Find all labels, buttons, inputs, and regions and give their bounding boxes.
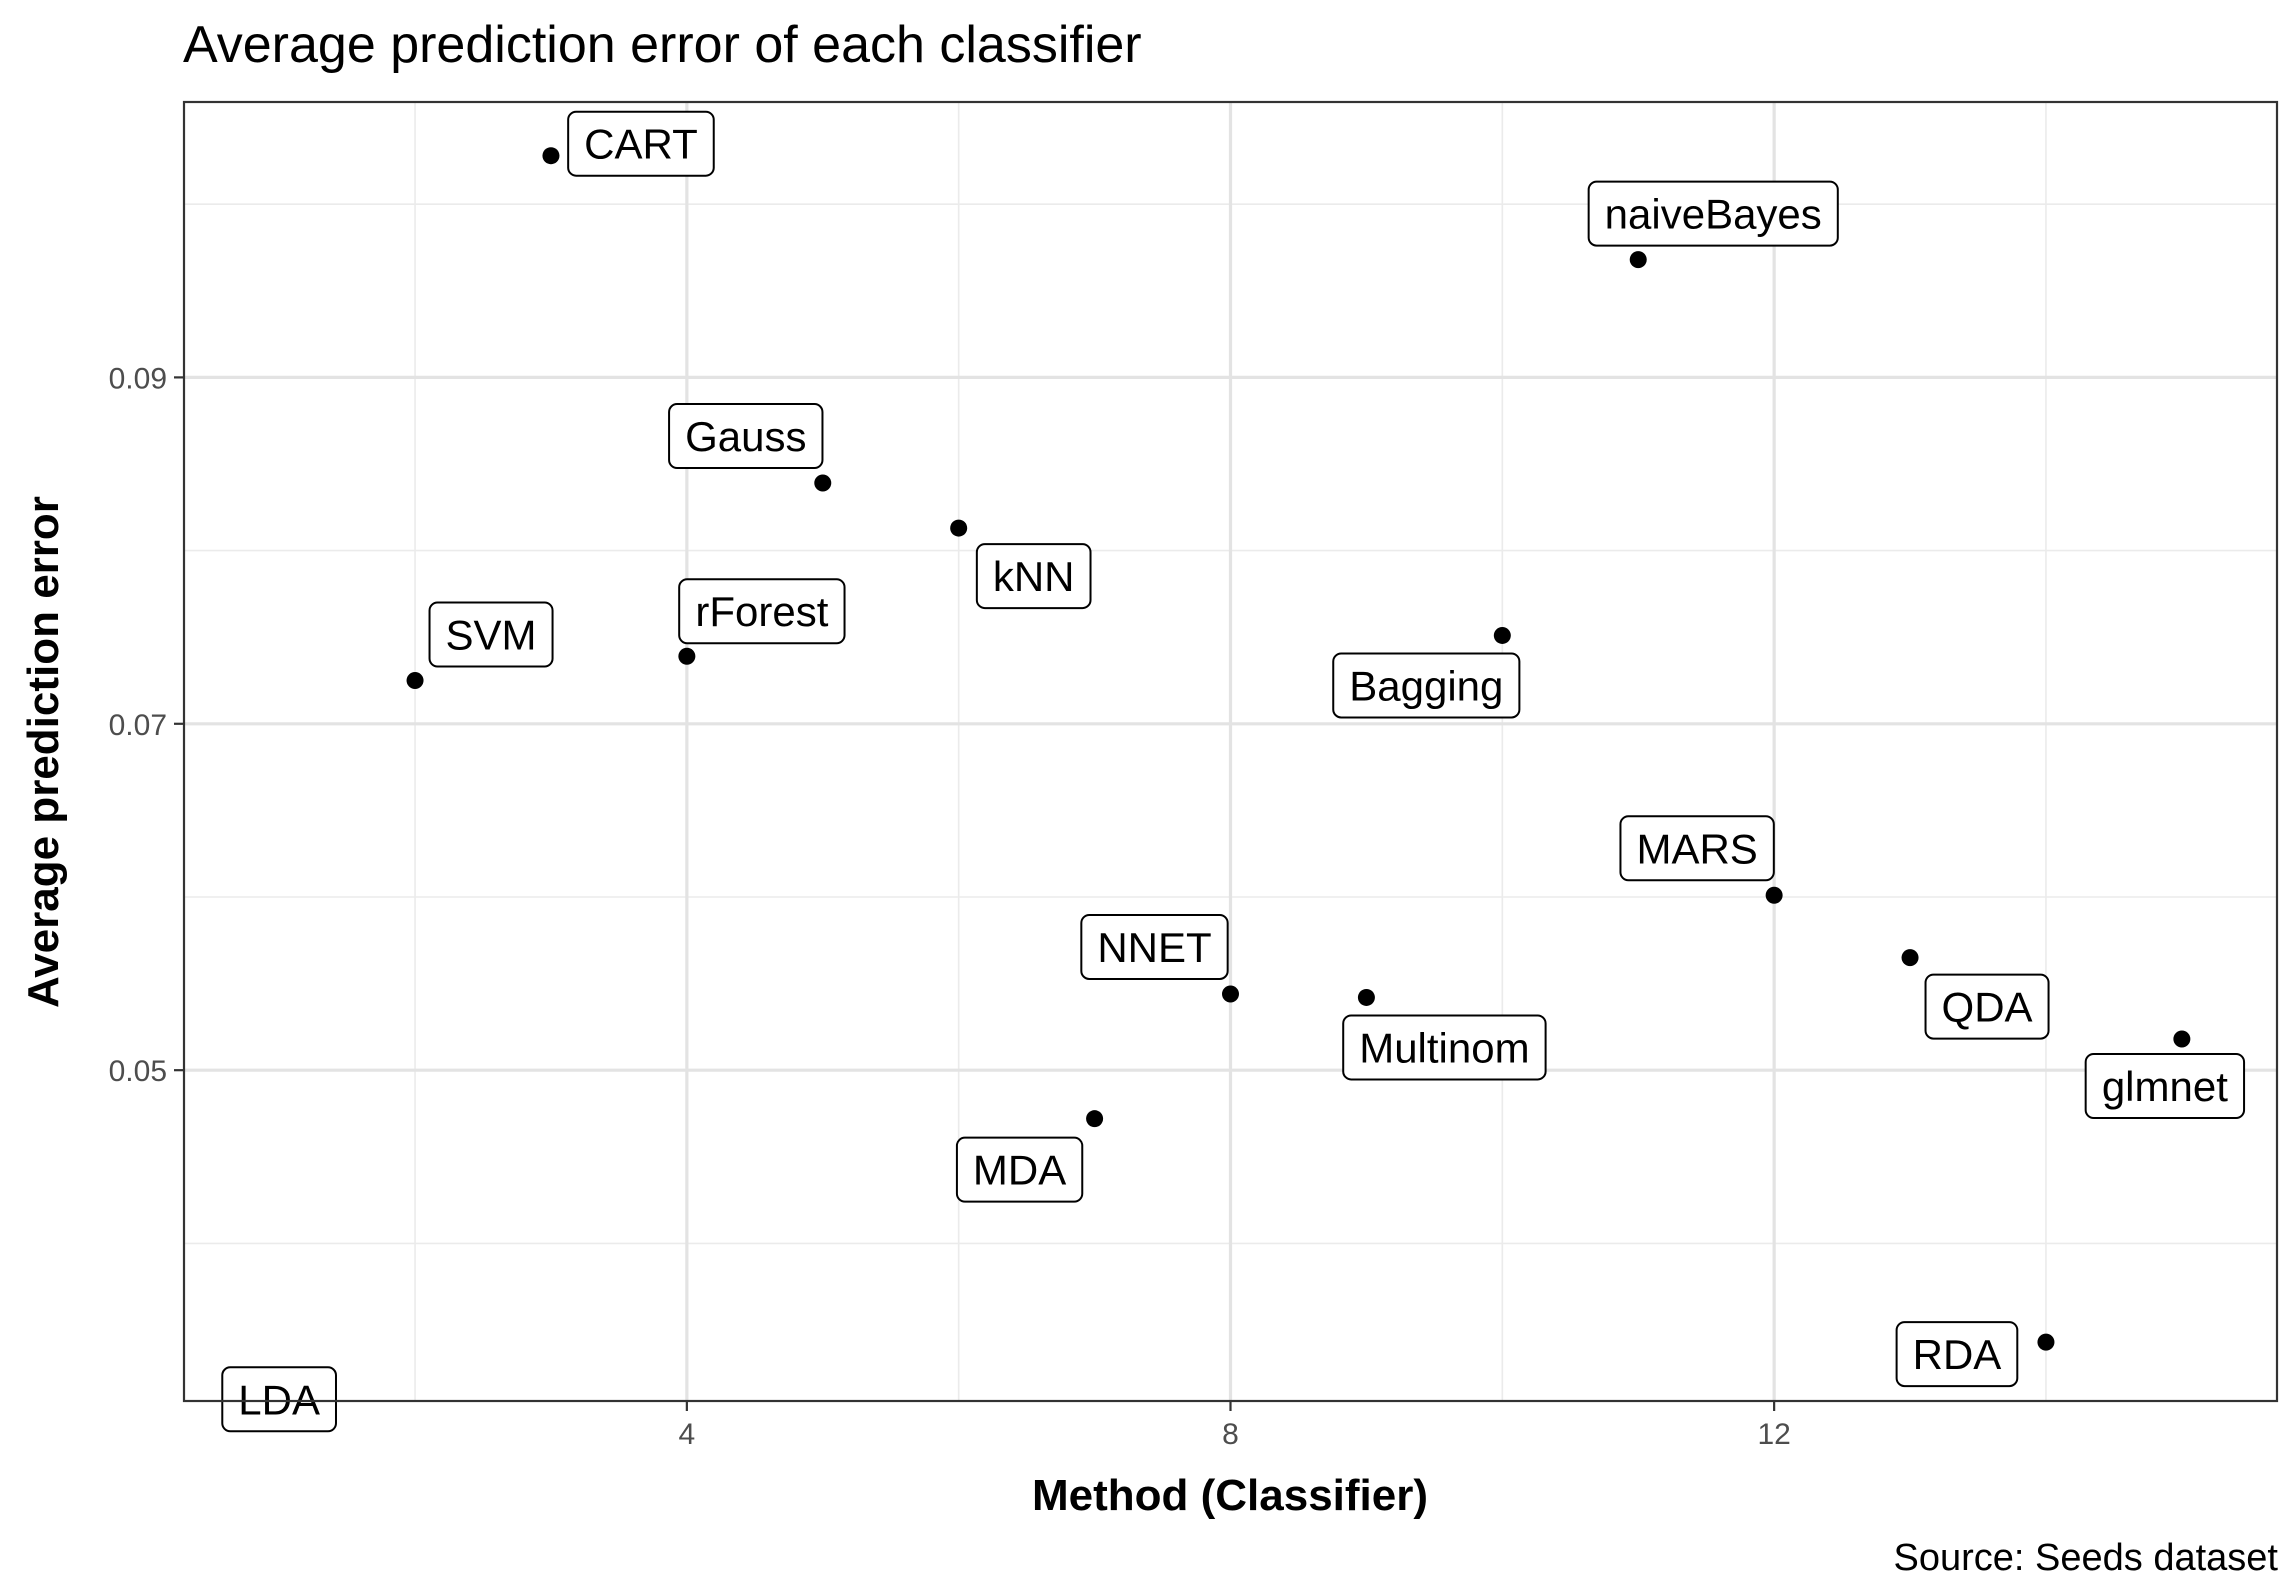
label-box xyxy=(428,601,554,668)
label-rforest: rForest xyxy=(678,578,846,645)
label-naivebayes: naiveBayes xyxy=(1587,180,1839,247)
label-text: glmnet xyxy=(2102,1063,2228,1110)
label-rda: RDA xyxy=(1895,1321,2019,1388)
x-axis-ticks: 4 8 12 xyxy=(679,1401,1791,1451)
label-box xyxy=(678,578,846,645)
data-point-mars xyxy=(1765,886,1783,904)
label-text: CART xyxy=(584,121,698,168)
data-point-gauss xyxy=(814,474,832,492)
label-nnet: NNET xyxy=(1080,913,1229,980)
point-labels: LDA SVM CART rForest Gauss kNN MDA NNET Multinom… xyxy=(221,110,2246,1433)
data-points xyxy=(406,147,2191,1351)
label-box xyxy=(221,1366,337,1433)
caption: Source: Seeds dataset xyxy=(1894,1537,2279,1579)
label-glmnet: glmnet xyxy=(2084,1053,2246,1120)
label-box xyxy=(1895,1321,2019,1388)
data-point-nnet xyxy=(1222,985,1239,1003)
y-axis-ticks: 0.05 0.07 0.09 xyxy=(109,362,184,1088)
y-axis-title: Average prediction error xyxy=(19,496,68,1008)
label-box xyxy=(2084,1053,2246,1120)
label-text: kNN xyxy=(993,553,1075,600)
label-multinom: Multinom xyxy=(1342,1014,1547,1081)
data-point-cart xyxy=(542,147,560,165)
data-point-glmnet xyxy=(2173,1030,2191,1048)
label-text: QDA xyxy=(1942,984,2033,1031)
data-point-bagging xyxy=(1493,626,1511,644)
label-box xyxy=(668,403,824,470)
x-tick-label: 4 xyxy=(679,1418,696,1451)
chart-title: Average prediction error of each classif… xyxy=(183,16,1142,74)
label-cart: CART xyxy=(567,110,715,177)
label-text: MDA xyxy=(973,1147,1066,1194)
label-text: Multinom xyxy=(1359,1024,1529,1071)
y-tick-label: 0.09 xyxy=(109,362,167,395)
data-point-naivebayes xyxy=(1629,251,1647,269)
label-text: naiveBayes xyxy=(1605,191,1822,238)
label-box xyxy=(975,543,1092,610)
label-box xyxy=(1080,913,1229,980)
data-point-rforest xyxy=(678,647,696,665)
data-point-qda xyxy=(1901,949,1919,967)
label-bagging: Bagging xyxy=(1332,652,1521,719)
data-point-multinom xyxy=(1357,988,1375,1006)
data-point-svm xyxy=(406,671,424,689)
label-svm: SVM xyxy=(428,601,554,668)
label-text: MARS xyxy=(1636,825,1757,872)
label-text: RDA xyxy=(1913,1331,2002,1378)
label-lda: LDA xyxy=(221,1366,337,1433)
data-point-knn xyxy=(950,519,968,537)
grid xyxy=(184,102,2277,1401)
label-box xyxy=(1924,973,2050,1040)
label-mars: MARS xyxy=(1619,815,1775,882)
y-tick-label: 0.07 xyxy=(109,709,167,742)
x-axis-title: Method (Classifier) xyxy=(1032,1471,1428,1520)
label-qda: QDA xyxy=(1924,973,2050,1040)
x-tick-label: 8 xyxy=(1222,1418,1239,1451)
label-box xyxy=(1342,1014,1547,1081)
label-text: SVM xyxy=(446,611,537,658)
label-text: LDA xyxy=(238,1376,320,1423)
data-point-rda xyxy=(2037,1333,2055,1351)
label-box xyxy=(955,1136,1084,1203)
label-text: Gauss xyxy=(685,413,806,460)
label-text: rForest xyxy=(695,588,828,635)
label-box xyxy=(1332,652,1521,719)
label-box xyxy=(567,110,715,177)
label-knn: kNN xyxy=(975,543,1092,610)
label-mda: MDA xyxy=(955,1136,1084,1203)
label-box xyxy=(1619,815,1775,882)
data-point-mda xyxy=(1086,1110,1104,1128)
label-text: Bagging xyxy=(1349,662,1503,709)
x-tick-label: 12 xyxy=(1757,1418,1790,1451)
label-text: NNET xyxy=(1097,924,1211,971)
y-tick-label: 0.05 xyxy=(109,1055,167,1088)
label-gauss: Gauss xyxy=(668,403,824,470)
label-box xyxy=(1587,180,1839,247)
